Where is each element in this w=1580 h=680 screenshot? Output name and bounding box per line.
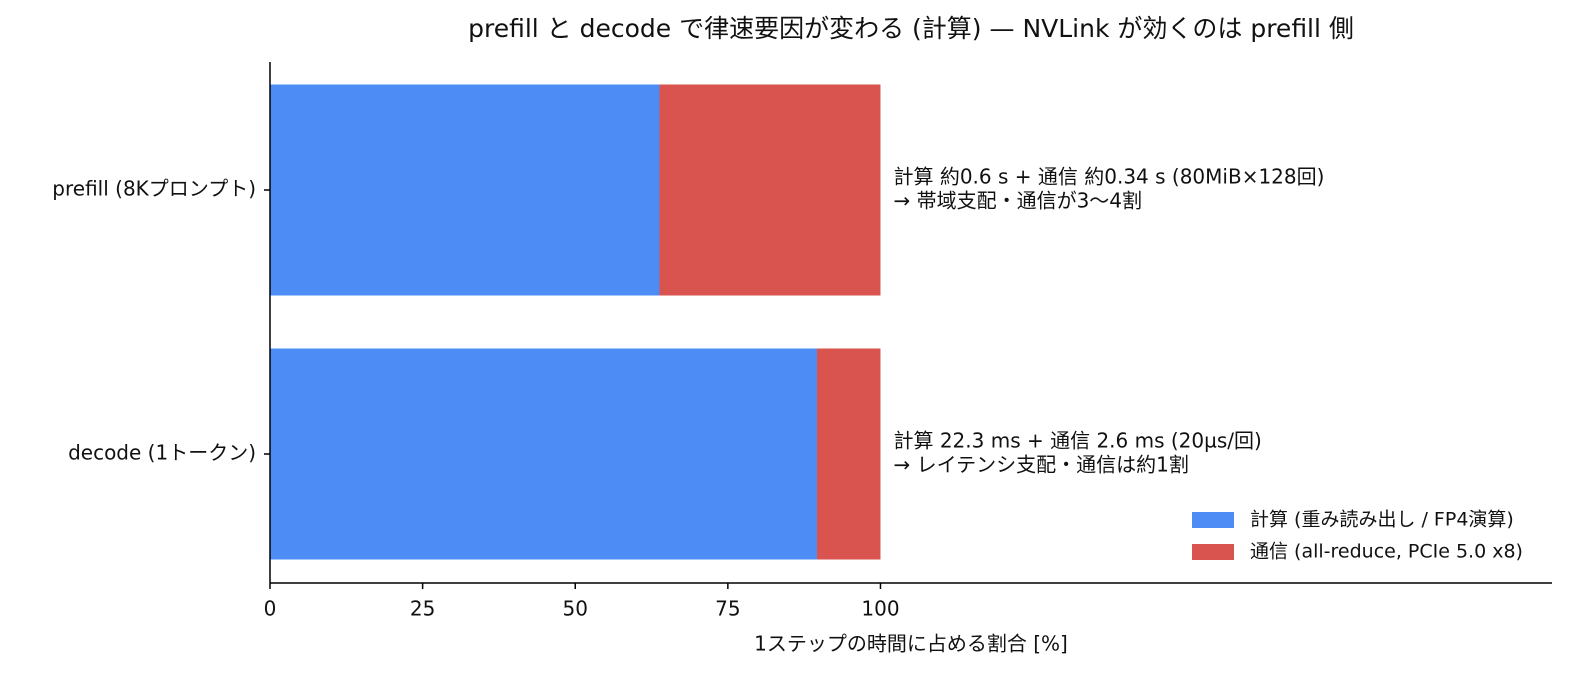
bar-segment (816, 348, 881, 560)
legend-swatch (1192, 512, 1234, 528)
chart-title: prefill と decode で律速要因が変わる (計算) — NVLink… (468, 14, 1354, 43)
x-tick-label: 75 (715, 597, 740, 621)
annotation: 計算 22.3 ms + 通信 2.6 ms (20µs/回) (893, 429, 1261, 453)
y-tick-label: prefill (8Kプロンプト) (52, 177, 256, 201)
x-tick-label: 25 (410, 597, 435, 621)
annotation: 計算 約0.6 s + 通信 約0.34 s (80MiB×128回) (893, 165, 1324, 189)
x-tick-label: 50 (563, 597, 588, 621)
x-axis-label: 1ステップの時間に占める割合 [%] (754, 632, 1068, 656)
annotation: → 帯域支配・通信が3〜4割 (893, 189, 1142, 213)
legend-label: 通信 (all-reduce, PCIe 5.0 x8) (1250, 541, 1523, 563)
bar-segment (270, 84, 660, 296)
legend-label: 計算 (重み読み出し / FP4演算) (1250, 509, 1514, 531)
bar-segment (659, 84, 881, 296)
x-tick-label: 100 (861, 597, 899, 621)
bar-segment (270, 348, 817, 560)
annotation: → レイテンシ支配・通信は約1割 (893, 453, 1188, 477)
y-tick-label: decode (1トークン) (68, 441, 256, 465)
x-tick-label: 0 (264, 597, 277, 621)
legend-swatch (1192, 544, 1234, 560)
